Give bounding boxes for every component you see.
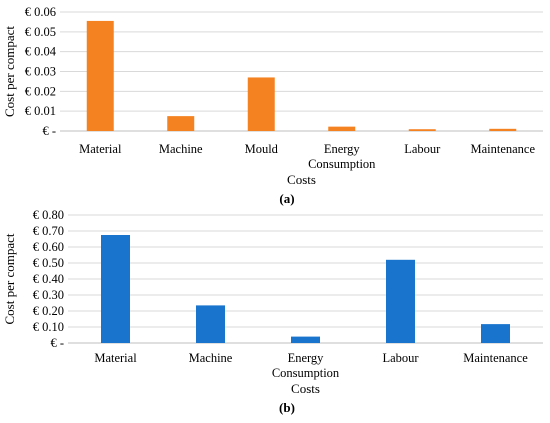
category-label: Labour bbox=[382, 351, 419, 365]
bar bbox=[408, 129, 436, 131]
y-tick-label: € - bbox=[42, 124, 56, 138]
y-tick-label: € 0.04 bbox=[25, 45, 57, 59]
category-label: Energy Consumption bbox=[272, 351, 340, 380]
bar bbox=[86, 20, 114, 131]
y-tick-label: € 0.80 bbox=[33, 208, 64, 222]
category-label: Labour bbox=[404, 142, 441, 156]
y-tick-label: € 0.05 bbox=[25, 25, 56, 39]
y-tick-label: € 0.01 bbox=[25, 104, 56, 118]
y-tick-label: € - bbox=[50, 336, 64, 350]
x-axis-title: Costs bbox=[291, 381, 320, 396]
bar bbox=[196, 305, 225, 343]
y-axis-title: Cost per compact bbox=[2, 233, 17, 324]
y-tick-label: € 0.30 bbox=[33, 288, 64, 302]
y-tick-label: € 0.02 bbox=[25, 84, 56, 98]
category-label: Material bbox=[79, 142, 122, 156]
panel-label: (a) bbox=[279, 191, 294, 206]
y-tick-label: € 0.06 bbox=[25, 5, 56, 19]
bar bbox=[481, 324, 510, 343]
category-label: Machine bbox=[159, 142, 203, 156]
y-tick-label: € 0.10 bbox=[33, 320, 64, 334]
chart-panel-b: € - € 0.10 € 0.20 € 0.30 € 0.40 € 0.50 € 0.60 €… bbox=[2, 208, 543, 415]
bar bbox=[247, 77, 275, 131]
x-axis-title: Costs bbox=[287, 172, 316, 187]
category-label: Maintenance bbox=[463, 351, 528, 365]
panel-label: (b) bbox=[279, 400, 295, 415]
y-tick-label: € 0.40 bbox=[33, 272, 64, 286]
chart-panel-a: € - € 0.01 € 0.02 € 0.03 € 0.04 € 0.05 € 0.06 M… bbox=[2, 5, 543, 206]
y-tick-label: € 0.03 bbox=[25, 65, 56, 79]
category-label: Mould bbox=[245, 142, 279, 156]
bar bbox=[167, 116, 195, 131]
y-axis-title: Cost per compact bbox=[2, 26, 17, 117]
category-label: Material bbox=[94, 351, 137, 365]
category-label: Maintenance bbox=[470, 142, 535, 156]
y-tick-label: € 0.70 bbox=[33, 224, 64, 238]
bar bbox=[101, 235, 130, 343]
bar bbox=[328, 126, 356, 131]
y-tick-label: € 0.60 bbox=[33, 240, 64, 254]
category-label: Machine bbox=[189, 351, 233, 365]
y-tick-label: € 0.20 bbox=[33, 304, 64, 318]
bar bbox=[489, 128, 517, 131]
y-tick-label: € 0.50 bbox=[33, 256, 64, 270]
bar bbox=[386, 259, 415, 343]
bar bbox=[291, 336, 320, 343]
category-label: Energy Consumption bbox=[308, 142, 376, 171]
